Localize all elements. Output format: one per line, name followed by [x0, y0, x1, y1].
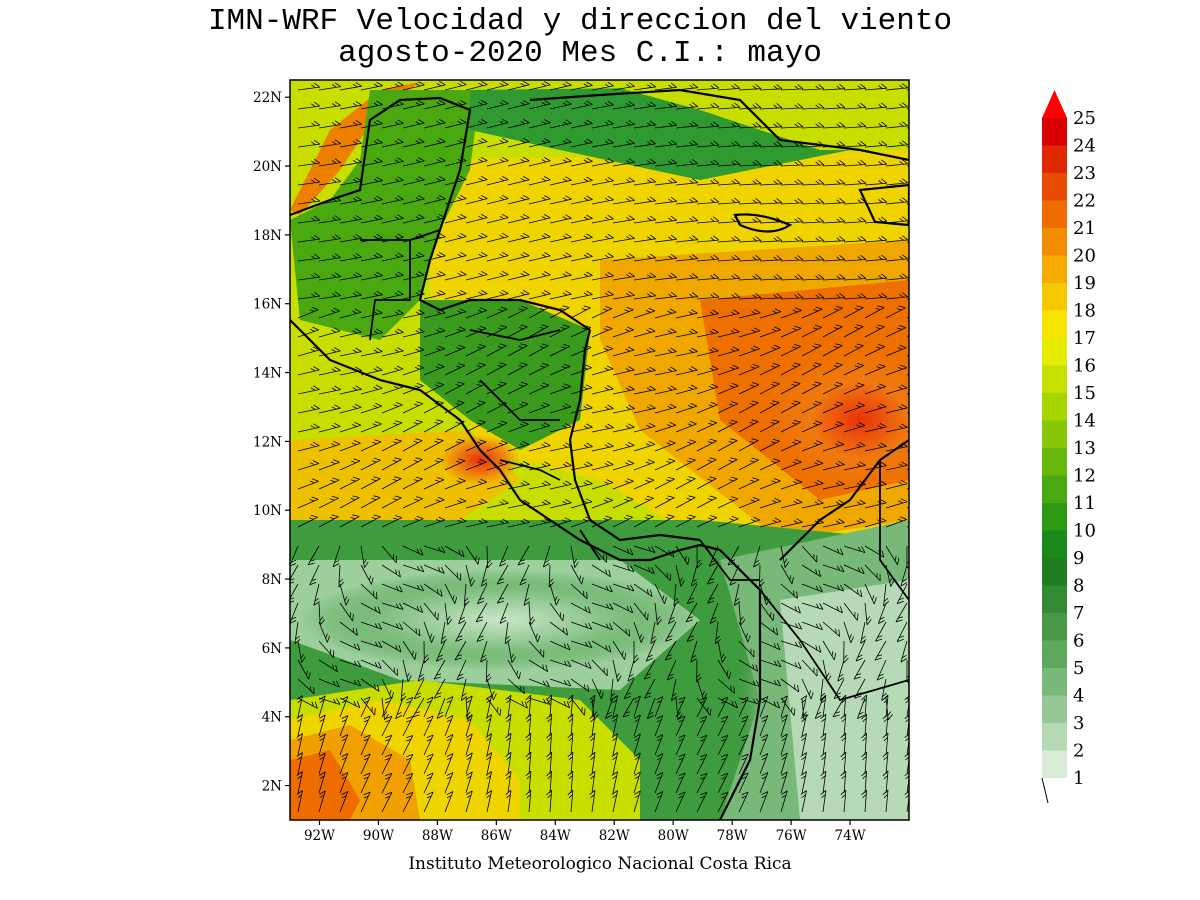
longitude-axis: 92W 90W 88W 86W 84W 82W 80W 78W 76W 74W	[304, 820, 866, 844]
colorbar-swatch	[1042, 530, 1067, 558]
lon-tick-label: 74W	[835, 828, 866, 844]
colorbar: 2524232221201918171615141312111098765432…	[1041, 90, 1096, 804]
colorbar-swatch	[1042, 558, 1067, 586]
colorbar-swatch	[1042, 200, 1067, 228]
footer-credit: Instituto Meteorologico Nacional Costa R…	[408, 854, 792, 874]
colorbar-label: 1	[1073, 768, 1084, 789]
colorbar-swatch	[1042, 255, 1067, 283]
colorbar-label: 4	[1073, 686, 1084, 707]
lat-tick-label: 22N	[253, 90, 282, 106]
lat-tick-label: 8N	[262, 572, 283, 588]
colorbar-label: 23	[1073, 163, 1096, 184]
colorbar-label: 15	[1073, 383, 1096, 404]
colorbar-swatch	[1042, 118, 1067, 146]
lat-tick-label: 20N	[253, 159, 282, 175]
colorbar-tail	[1041, 777, 1049, 804]
lat-tick-label: 6N	[262, 641, 283, 657]
map-title-line2: agosto-2020 Mes C.I.: mayo	[338, 36, 822, 71]
colorbar-label: 25	[1073, 108, 1096, 129]
plot-frame	[289, 79, 910, 821]
colorbar-label: 20	[1073, 246, 1096, 267]
colorbar-swatch	[1042, 448, 1067, 476]
colorbar-label: 21	[1073, 218, 1096, 239]
colorbar-label: 8	[1073, 576, 1084, 597]
lat-tick-label: 14N	[253, 366, 282, 382]
wind-speed-field	[290, 80, 909, 820]
lat-tick-label: 18N	[253, 228, 282, 244]
colorbar-label: 9	[1073, 548, 1084, 569]
lat-tick-label: 12N	[253, 434, 282, 450]
lon-tick-label: 84W	[540, 828, 571, 844]
map-title-line1: IMN-WRF Velocidad y direccion del viento	[207, 4, 953, 39]
colorbar-swatch	[1042, 503, 1067, 531]
lon-tick-label: 90W	[363, 828, 394, 844]
lon-tick-label: 80W	[658, 828, 689, 844]
colorbar-label: 17	[1073, 328, 1096, 349]
colorbar-label: 7	[1073, 603, 1084, 624]
colorbar-label: 22	[1073, 191, 1096, 212]
colorbar-swatch	[1042, 228, 1067, 256]
colorbar-swatch	[1042, 365, 1067, 393]
colorbar-swatch	[1042, 173, 1067, 201]
colorbar-label: 5	[1073, 658, 1084, 679]
colorbar-swatch	[1042, 778, 1067, 788]
colorbar-label: 16	[1073, 356, 1096, 377]
lat-tick-label: 2N	[262, 779, 283, 795]
colorbar-arrow	[1042, 90, 1067, 118]
lon-tick-label: 92W	[304, 828, 335, 844]
wind-barbs	[290, 80, 909, 813]
colorbar-swatch	[1042, 585, 1067, 613]
lon-tick-label: 86W	[481, 828, 512, 844]
colorbar-label: 6	[1073, 631, 1084, 652]
lat-tick-label: 10N	[253, 503, 282, 519]
colorbar-label: 19	[1073, 273, 1096, 294]
colorbar-swatch	[1042, 723, 1067, 751]
colorbar-swatch	[1042, 475, 1067, 503]
colorbar-swatch	[1042, 613, 1067, 641]
lon-tick-label: 76W	[776, 828, 807, 844]
colorbar-swatch	[1042, 338, 1067, 366]
colorbar-swatch	[1042, 283, 1067, 311]
lon-tick-label: 78W	[717, 828, 748, 844]
colorbar-label: 13	[1073, 438, 1096, 459]
colorbar-label: 12	[1073, 466, 1096, 487]
colorbar-label: 10	[1073, 521, 1096, 542]
colorbar-label: 11	[1073, 493, 1096, 514]
colorbar-label: 14	[1073, 411, 1096, 432]
colorbar-swatch	[1042, 750, 1067, 778]
colorbar-swatch	[1042, 310, 1067, 338]
lat-tick-label: 16N	[253, 297, 282, 313]
latitude-axis: 2N 4N 6N 8N 10N 12N 14N 16N 18N 20N 22N	[253, 90, 290, 795]
colorbar-label: 3	[1073, 713, 1084, 734]
colorbar-swatch	[1042, 695, 1067, 723]
lat-tick-label: 4N	[262, 710, 283, 726]
colorbar-label: 18	[1073, 301, 1096, 322]
colorbar-label: 2	[1073, 741, 1084, 762]
colorbar-label: 24	[1073, 136, 1096, 157]
colorbar-swatch	[1042, 668, 1067, 696]
colorbar-swatch	[1042, 145, 1067, 173]
coastlines	[290, 88, 909, 820]
lon-tick-label: 88W	[422, 828, 453, 844]
colorbar-swatch	[1042, 420, 1067, 448]
lon-tick-label: 82W	[599, 828, 630, 844]
colorbar-swatch	[1042, 393, 1067, 421]
colorbar-swatch	[1042, 640, 1067, 668]
